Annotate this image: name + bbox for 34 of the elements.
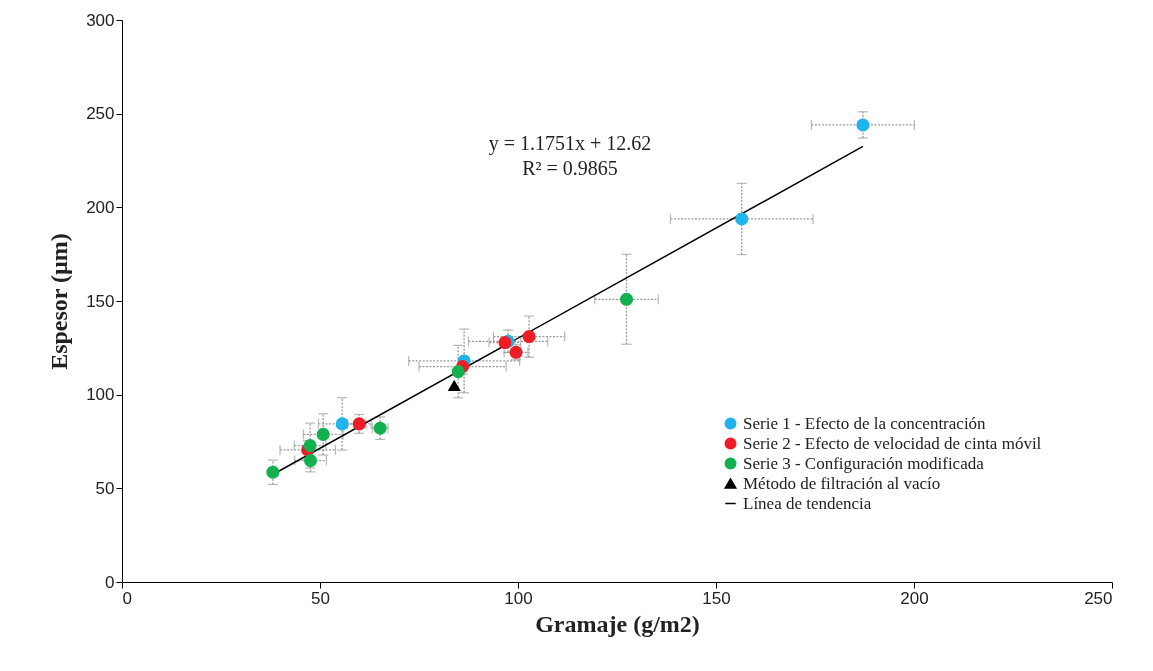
y-tick-label: 100 <box>86 385 115 405</box>
legend-label: Serie 3 - Configuración modificada <box>743 453 985 473</box>
y-axis-title: Espesor (µm) <box>46 233 73 370</box>
y-tick-label: 200 <box>86 197 115 217</box>
point <box>522 330 536 344</box>
legend-label: Línea de tendencia <box>743 493 872 513</box>
point <box>735 212 749 226</box>
y-tick-label: 300 <box>86 10 115 30</box>
x-tick-label: 100 <box>504 588 533 608</box>
x-tick-label: 150 <box>702 588 731 608</box>
point <box>335 417 349 431</box>
legend-label: Método de filtración al vacío <box>743 473 941 493</box>
point <box>619 292 634 306</box>
x-tick-label: 200 <box>900 588 929 608</box>
y-tick-label: 50 <box>95 478 115 498</box>
x-axis-title: Gramaje (g/m2) <box>535 610 700 637</box>
x-tick-label: 250 <box>1084 588 1113 608</box>
x-tick-label: 0 <box>122 588 132 608</box>
point <box>303 439 317 453</box>
point <box>451 365 465 379</box>
point <box>856 118 870 132</box>
point <box>352 417 366 431</box>
point <box>266 465 280 479</box>
legend-label: Serie 2 - Efecto de velocidad de cinta móvil <box>743 433 1042 453</box>
point <box>447 379 461 391</box>
x-tick-label: 50 <box>311 588 330 608</box>
point <box>316 427 330 441</box>
annotation: R² = 0.9865 <box>522 157 618 179</box>
annotation: y = 1.1751x + 12.62 <box>488 132 652 155</box>
point <box>303 454 318 468</box>
y-tick-label: 0 <box>105 572 115 592</box>
y-tick-label: 150 <box>86 291 115 311</box>
legend-label: Serie 1 - Efecto de la concentración <box>743 413 987 433</box>
y-tick-label: 250 <box>86 104 115 124</box>
